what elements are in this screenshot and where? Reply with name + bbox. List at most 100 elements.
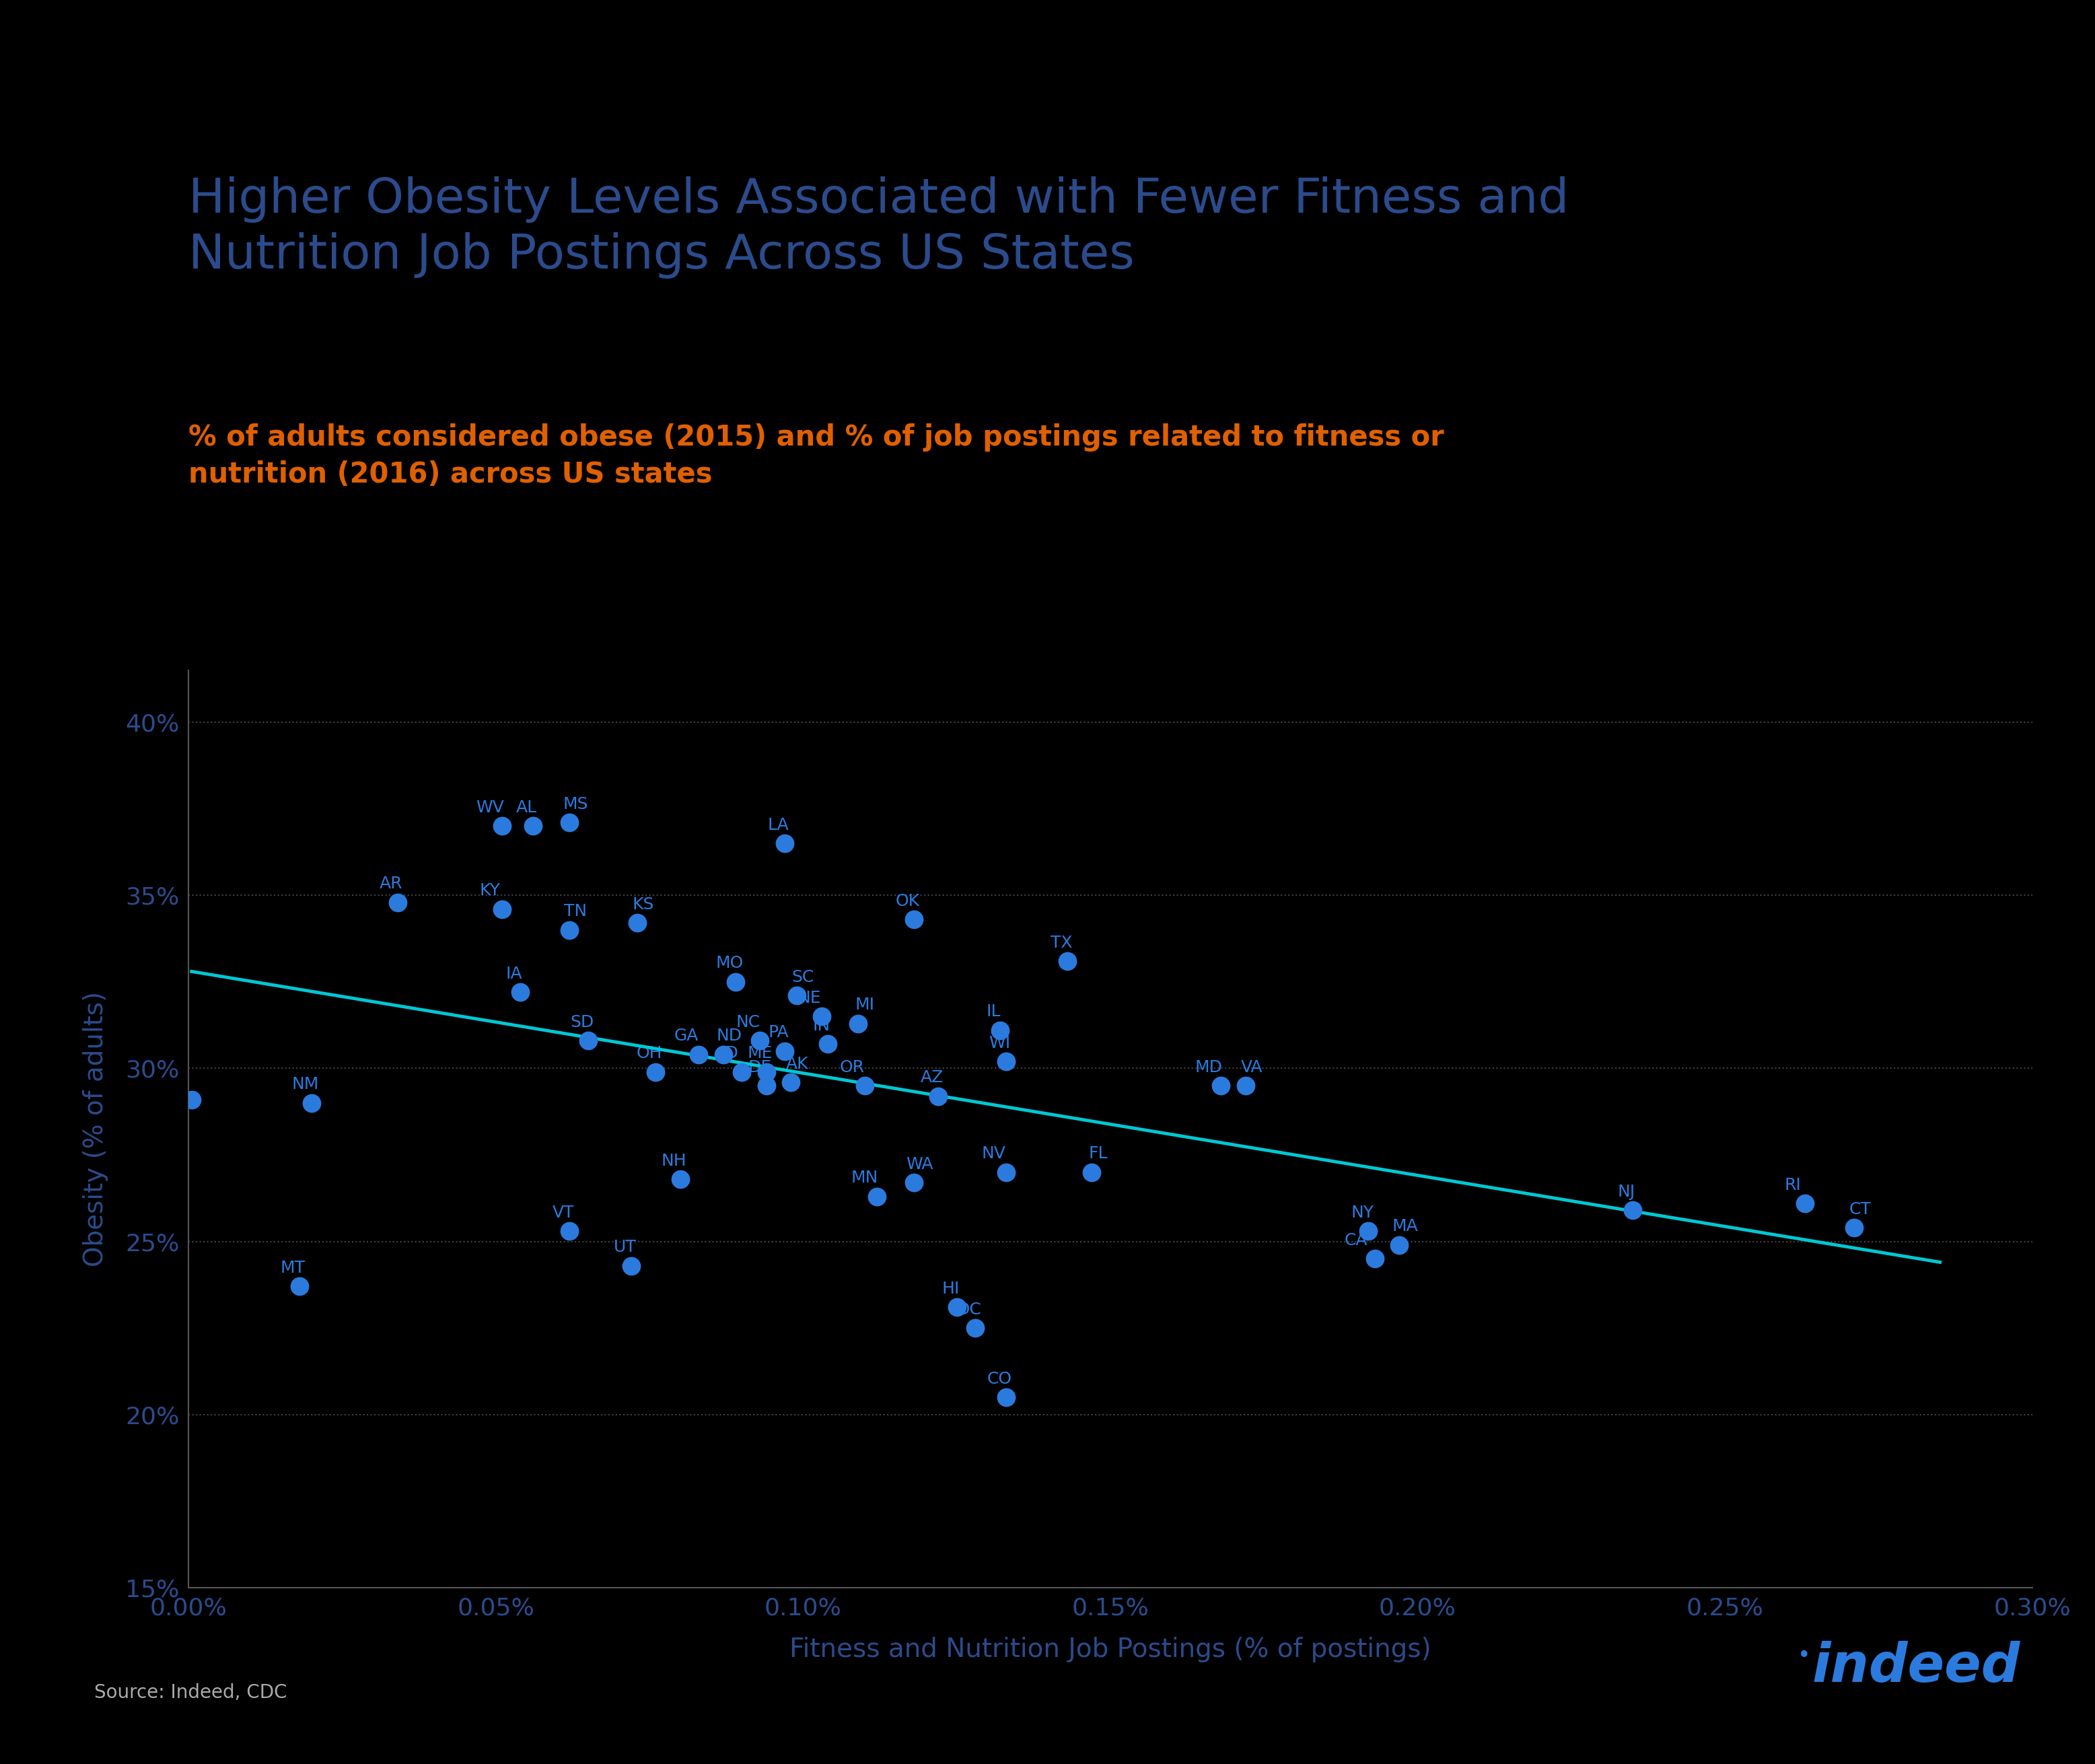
Text: NM: NM [291,1076,318,1092]
Text: SC: SC [792,968,815,986]
Point [773,1069,807,1097]
Point [706,1041,740,1069]
Point [283,1272,316,1300]
Point [750,1058,784,1087]
Point [614,1252,647,1281]
Text: SD: SD [570,1014,593,1030]
Point [1383,1231,1416,1259]
Point [848,1071,882,1099]
Point [1837,1214,1871,1242]
Text: OK: OK [895,893,920,908]
Text: OH: OH [637,1046,662,1062]
Point [989,1048,1022,1076]
Point [1230,1071,1263,1099]
Point [1358,1245,1391,1274]
Point [922,1081,955,1110]
Text: MD: MD [1194,1058,1223,1076]
Point [553,808,587,836]
Point [1787,1189,1821,1217]
Point [503,977,536,1005]
Point [486,811,520,840]
Point [983,1016,1016,1044]
Point [725,1058,758,1087]
Point [750,1071,784,1099]
Text: IA: IA [507,965,522,983]
Text: HI: HI [941,1281,960,1297]
Text: DE: DE [748,1058,771,1076]
Point [811,1030,844,1058]
Point [1205,1071,1238,1099]
Text: TN: TN [564,903,587,919]
Text: ID: ID [721,1046,737,1062]
Text: WI: WI [989,1035,1010,1051]
Point [553,1217,587,1245]
Text: MA: MA [1393,1219,1418,1235]
Point [989,1159,1022,1187]
Text: AR: AR [379,875,402,893]
Text: LA: LA [769,817,790,833]
Text: MN: MN [851,1170,878,1185]
Point [957,1314,991,1342]
Text: MS: MS [564,796,589,811]
Point [941,1293,974,1321]
Point [681,1041,714,1069]
Text: indeed: indeed [1812,1641,2020,1693]
Text: WV: WV [476,799,503,815]
Point [1615,1196,1649,1224]
Text: OR: OR [840,1058,865,1076]
Text: NV: NV [983,1145,1006,1162]
Text: % of adults considered obese (2015) and % of job postings related to fitness or
: % of adults considered obese (2015) and … [189,423,1443,489]
Text: MO: MO [716,956,744,972]
Point [572,1027,605,1055]
Point [1351,1217,1385,1245]
Text: CO: CO [987,1371,1012,1387]
Text: PA: PA [769,1025,790,1041]
Point [804,1002,838,1030]
Point [897,1168,930,1196]
Point [174,1085,207,1113]
Point [719,968,752,997]
Point [989,1383,1022,1411]
Text: GA: GA [675,1028,698,1044]
Text: AL: AL [515,799,536,815]
Point [295,1088,329,1117]
X-axis label: Fitness and Nutrition Job Postings (% of postings): Fitness and Nutrition Job Postings (% of… [790,1637,1431,1662]
Text: WA: WA [907,1155,934,1173]
Point [897,905,930,933]
Text: Higher Obesity Levels Associated with Fewer Fitness and
Nutrition Job Postings A: Higher Obesity Levels Associated with Fe… [189,176,1569,279]
Text: FL: FL [1089,1145,1108,1162]
Point [664,1164,698,1192]
Point [744,1027,777,1055]
Text: UT: UT [614,1238,637,1256]
Text: DC: DC [957,1302,980,1318]
Point [486,894,520,923]
Text: VT: VT [553,1205,574,1221]
Text: TX: TX [1050,935,1073,951]
Text: ME: ME [748,1046,773,1062]
Text: CT: CT [1850,1201,1871,1217]
Y-axis label: Obesity (% of adults): Obesity (% of adults) [82,991,109,1267]
Point [842,1009,876,1037]
Text: AK: AK [786,1055,809,1073]
Text: VA: VA [1240,1058,1263,1076]
Point [1075,1159,1108,1187]
Point [553,916,587,944]
Text: KY: KY [480,882,501,900]
Text: NH: NH [662,1152,687,1170]
Text: Source: Indeed, CDC: Source: Indeed, CDC [94,1683,287,1702]
Text: MI: MI [855,997,874,1013]
Point [769,829,802,857]
Point [1050,947,1083,975]
Text: IL: IL [987,1004,1001,1020]
Point [515,811,549,840]
Text: IN: IN [813,1018,830,1034]
Text: NE: NE [798,990,821,1005]
Point [861,1182,895,1210]
Text: NJ: NJ [1617,1184,1636,1200]
Text: CA: CA [1345,1233,1368,1249]
Text: •: • [1798,1644,1810,1667]
Text: RI: RI [1785,1177,1802,1192]
Point [381,887,415,916]
Point [620,908,654,937]
Text: KS: KS [633,896,654,912]
